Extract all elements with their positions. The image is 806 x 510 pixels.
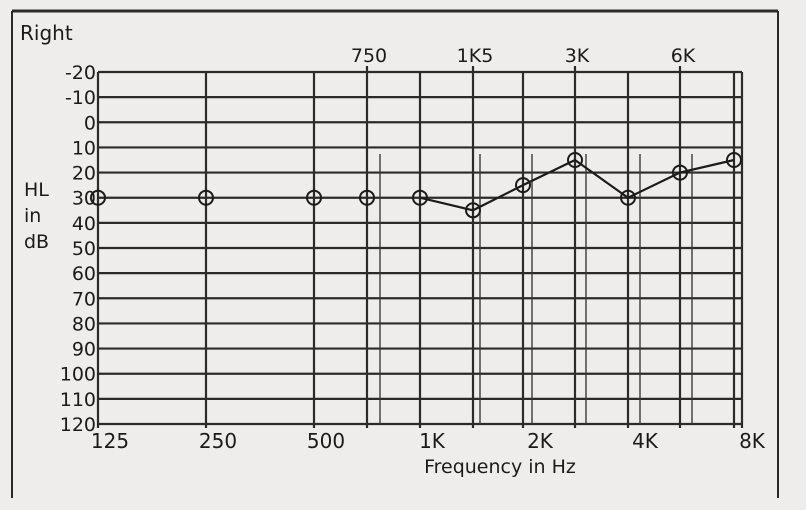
y-tick-label: -20	[65, 62, 96, 84]
x-tick-label: 500	[307, 429, 345, 453]
x-tick-label: 1K	[419, 429, 446, 453]
y-axis-label-line: HL	[24, 179, 49, 201]
y-tick-label: 100	[60, 364, 96, 386]
data-point	[726, 152, 742, 168]
x-tick-labels-bottom: 125 250 500 1K 2K 4K 8K	[91, 429, 766, 453]
card-border	[11, 9, 779, 498]
y-tick-label: 30	[72, 188, 96, 210]
data-point	[620, 189, 636, 206]
chart-grid	[96, 66, 744, 428]
y-axis-label-line: in	[24, 205, 41, 227]
x-tick-label: 250	[199, 429, 237, 453]
data-point	[567, 152, 583, 168]
x-tick-label-top: 3K	[565, 45, 590, 67]
x-tick-labels-top: 750 1K5 3K 6K	[351, 45, 696, 67]
y-tick-label: 20	[72, 163, 96, 185]
y-tick-label: 0	[84, 112, 96, 134]
y-tick-labels: -20 -10 0 10 20 30 40 50 60 70 80 90 100 110 120	[60, 62, 96, 436]
data-point	[198, 189, 214, 206]
x-tick-label: 4K	[632, 429, 659, 453]
x-tick-label: 125	[91, 429, 129, 453]
data-point	[672, 164, 688, 181]
chart-title: Right	[20, 21, 73, 45]
y-tick-label: 80	[72, 313, 96, 335]
x-tick-label-top: 1K5	[457, 45, 494, 67]
y-tick-label: 50	[72, 238, 96, 260]
y-tick-label: 120	[60, 414, 96, 436]
data-point	[465, 202, 481, 219]
data-point	[412, 189, 428, 206]
y-axis-label-line: dB	[24, 231, 49, 253]
y-tick-label: 110	[60, 389, 96, 411]
data-point	[515, 177, 531, 194]
series-line	[419, 158, 735, 212]
y-tick-label: 40	[72, 213, 96, 235]
y-tick-label: -10	[65, 87, 96, 109]
x-axis-label: Frequency in Hz	[424, 456, 576, 478]
x-tick-label-top: 6K	[671, 45, 696, 67]
y-tick-label: 90	[72, 339, 96, 361]
x-tick-label: 8K	[739, 429, 766, 453]
y-tick-label: 60	[72, 263, 96, 285]
data-point	[359, 189, 375, 206]
y-axis-label: HL in dB	[24, 179, 49, 253]
y-tick-label: 10	[72, 137, 96, 159]
x-tick-label-top: 750	[351, 45, 387, 67]
data-point	[90, 189, 106, 206]
x-tick-label: 2K	[527, 429, 554, 453]
series-right-ear	[90, 152, 742, 219]
data-point	[306, 189, 322, 206]
y-tick-label: 70	[72, 288, 96, 310]
